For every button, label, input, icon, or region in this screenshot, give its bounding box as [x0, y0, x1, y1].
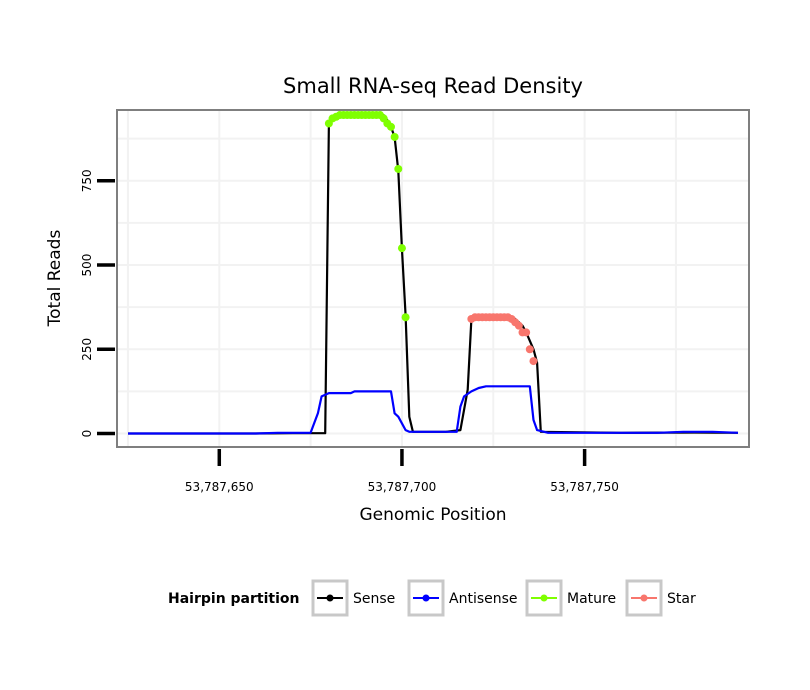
point-mature — [386, 122, 395, 131]
legend: Hairpin partition Sense Antisense Mature St… — [168, 579, 696, 617]
series-line-antisense — [128, 385, 739, 435]
point-star — [514, 321, 523, 330]
x-tick-label: 53,787,700 — [368, 480, 437, 494]
x-tick-label: 53,787,650 — [185, 480, 254, 494]
chart-title: Small RNA-seq Read Density — [283, 74, 583, 98]
point-star — [522, 328, 531, 337]
y-axis-title: Total Reads — [45, 230, 65, 328]
point-mature — [401, 313, 410, 322]
point-star — [529, 357, 538, 366]
legend-label-antisense: Antisense — [449, 591, 518, 607]
y-tick-label: 500 — [80, 254, 94, 277]
y-tick-label: 0 — [80, 430, 94, 438]
y-tick-label: 750 — [80, 169, 94, 192]
legend-dot — [326, 594, 334, 602]
y-tick-label: 250 — [80, 338, 94, 361]
x-axis-title: Genomic Position — [359, 505, 506, 525]
legend-title: Hairpin partition — [168, 591, 299, 607]
legend-dot — [540, 594, 548, 602]
legend-label-sense: Sense — [353, 591, 395, 607]
point-star — [525, 345, 534, 354]
legend-dot — [422, 594, 430, 602]
point-mature — [394, 164, 403, 173]
grid-lines — [118, 111, 748, 446]
data-series — [128, 111, 739, 435]
legend-label-mature: Mature — [567, 591, 616, 607]
legend-label-star: Star — [667, 591, 696, 607]
legend-dot — [640, 594, 648, 602]
plot-panel — [116, 109, 750, 448]
point-mature — [390, 132, 399, 141]
x-axis: 53,787,650 53,787,700 53,787,750 — [185, 449, 619, 494]
x-tick-label: 53,787,750 — [550, 480, 619, 494]
y-axis: 0 250 500 750 — [80, 169, 115, 437]
point-mature — [397, 244, 406, 253]
